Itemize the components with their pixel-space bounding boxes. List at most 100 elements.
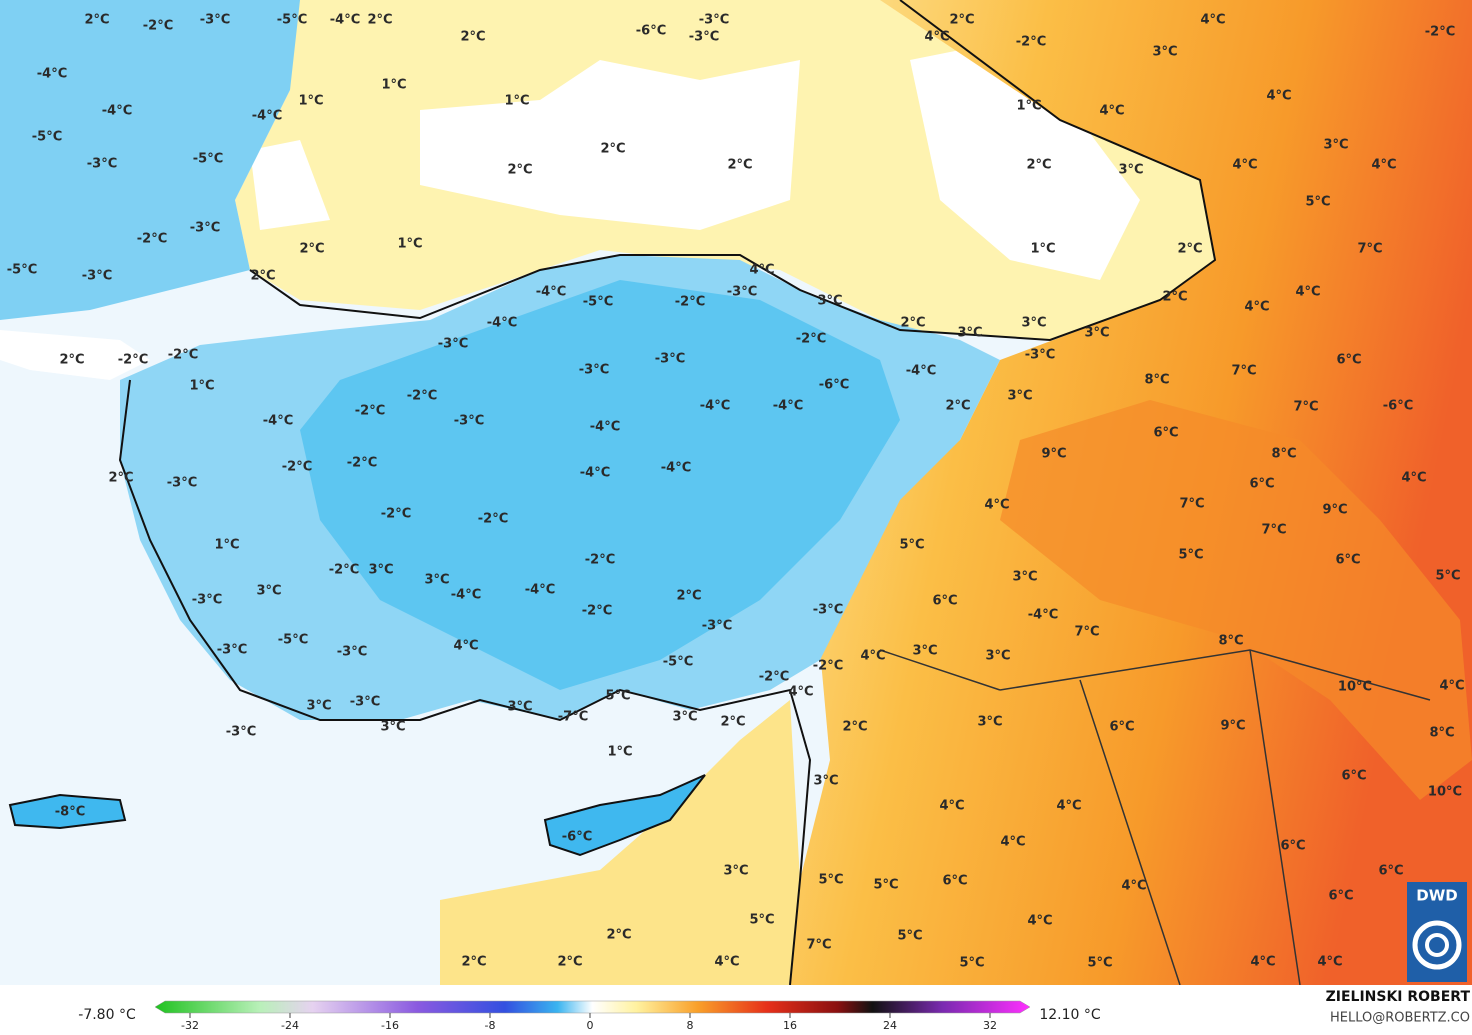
temperature-label: 2°C (945, 399, 970, 414)
colorbar-tick-label: -16 (381, 1019, 399, 1032)
temperature-label: -2°C (137, 232, 167, 247)
temperature-label: -2°C (168, 348, 198, 363)
temperature-label: 3°C (1007, 389, 1032, 404)
colorbar-tick-label: 32 (983, 1019, 997, 1032)
temperature-label: 1°C (214, 538, 239, 553)
temperature-label: -2°C (813, 659, 843, 674)
temperature-label: -3°C (192, 593, 222, 608)
temperature-label: -3°C (217, 643, 247, 658)
temperature-label: 1°C (1016, 99, 1041, 114)
temperature-label: 3°C (368, 563, 393, 578)
temperature-label: -2°C (329, 563, 359, 578)
temperature-label: 6°C (1249, 477, 1274, 492)
temperature-label: 3°C (256, 584, 281, 599)
temperature-label: -6°C (562, 830, 592, 845)
colorbar-tick-label: 8 (687, 1019, 694, 1032)
temperature-label: -3°C (689, 30, 719, 45)
temperature-label: 3°C (817, 294, 842, 309)
temperature-label: 5°C (873, 878, 898, 893)
temperature-label: 2°C (299, 242, 324, 257)
temperature-label: 5°C (1178, 548, 1203, 563)
temperature-label: -3°C (579, 363, 609, 378)
temperature-label: -4°C (451, 588, 481, 603)
temperature-label: 3°C (813, 774, 838, 789)
temperature-label: 3°C (957, 326, 982, 341)
temperature-label: -4°C (263, 414, 293, 429)
colorbar-tick-label: 16 (783, 1019, 797, 1032)
temperature-label: 6°C (1336, 353, 1361, 368)
temperature-label: 7°C (806, 938, 831, 953)
temperature-label: 5°C (749, 913, 774, 928)
temperature-label: -4°C (580, 466, 610, 481)
temperature-label: -7°C (558, 710, 588, 725)
temperature-label: -2°C (118, 353, 148, 368)
temperature-label: 4°C (1295, 285, 1320, 300)
temperature-label: -3°C (727, 285, 757, 300)
temperature-label: -4°C (525, 583, 555, 598)
colorbar (154, 1000, 1031, 1014)
temperature-label: 8°C (1429, 726, 1454, 741)
temperature-label: -5°C (583, 295, 613, 310)
levant-sea (440, 700, 800, 985)
temperature-label: 1°C (298, 94, 323, 109)
temperature-label: 2°C (842, 720, 867, 735)
temperature-label: -2°C (1425, 25, 1455, 40)
temperature-label: -3°C (1025, 348, 1055, 363)
temperature-label: 4°C (1266, 89, 1291, 104)
colorbar-tick-label: 0 (587, 1019, 594, 1032)
temperature-label: 3°C (977, 715, 1002, 730)
temperature-label: -2°C (759, 670, 789, 685)
temperature-label: 3°C (912, 644, 937, 659)
temperature-label: 7°C (1179, 497, 1204, 512)
temperature-label: 6°C (1335, 553, 1360, 568)
temperature-label: -3°C (337, 645, 367, 660)
temperature-label: 2°C (949, 13, 974, 28)
temperature-label: -4°C (1028, 608, 1058, 623)
temperature-label: 2°C (84, 13, 109, 28)
temperature-label: -8°C (55, 805, 85, 820)
temperature-label: -2°C (282, 460, 312, 475)
temperature-label: 8°C (1218, 634, 1243, 649)
logo-swirl (1425, 933, 1449, 957)
temperature-label: 5°C (897, 929, 922, 944)
border (879, 649, 1431, 986)
temperature-label: -2°C (1016, 35, 1046, 50)
temperature-label: 8°C (1271, 447, 1296, 462)
colorbar-tick-label: -24 (281, 1019, 299, 1032)
crete (8, 793, 127, 830)
temperature-label: -4°C (536, 285, 566, 300)
temperature-label: 10°C (1428, 785, 1462, 800)
temperature-label: 3°C (1012, 570, 1037, 585)
temperature-label: 1°C (607, 745, 632, 760)
temperature-label: -5°C (193, 152, 223, 167)
temperature-label: 4°C (1371, 158, 1396, 173)
temperature-label: 2°C (676, 589, 701, 604)
temperature-label: 1°C (1030, 242, 1055, 257)
temperature-label: -4°C (252, 109, 282, 124)
temperature-label: 7°C (1231, 364, 1256, 379)
temperature-label: -2°C (796, 332, 826, 347)
temperature-label: 3°C (306, 699, 331, 714)
temperature-label: 2°C (1026, 158, 1051, 173)
logo-swirl (1412, 920, 1462, 970)
temperature-label: -5°C (277, 13, 307, 28)
temperature-label: -2°C (381, 507, 411, 522)
temperature-label: 2°C (250, 269, 275, 284)
temperature-label: -3°C (454, 414, 484, 429)
temperature-label: -5°C (663, 655, 693, 670)
temperature-label: 3°C (1152, 45, 1177, 60)
warm-core (1000, 400, 1472, 800)
temperature-label: 7°C (1261, 523, 1286, 538)
temperature-label: -4°C (773, 399, 803, 414)
temperature-label: 2°C (720, 715, 745, 730)
temperature-label: -4°C (906, 364, 936, 379)
contact: HELLO@ROBERTZ.CO (1330, 1011, 1470, 1026)
greece-pale (0, 330, 150, 380)
temperature-label: 6°C (942, 874, 967, 889)
temperature-label: 4°C (1027, 914, 1052, 929)
temperature-label: -3°C (699, 13, 729, 28)
temperature-label: -3°C (167, 476, 197, 491)
temperature-label: 4°C (453, 639, 478, 654)
temperature-label: -3°C (226, 725, 256, 740)
temperature-label: 2°C (1177, 242, 1202, 257)
